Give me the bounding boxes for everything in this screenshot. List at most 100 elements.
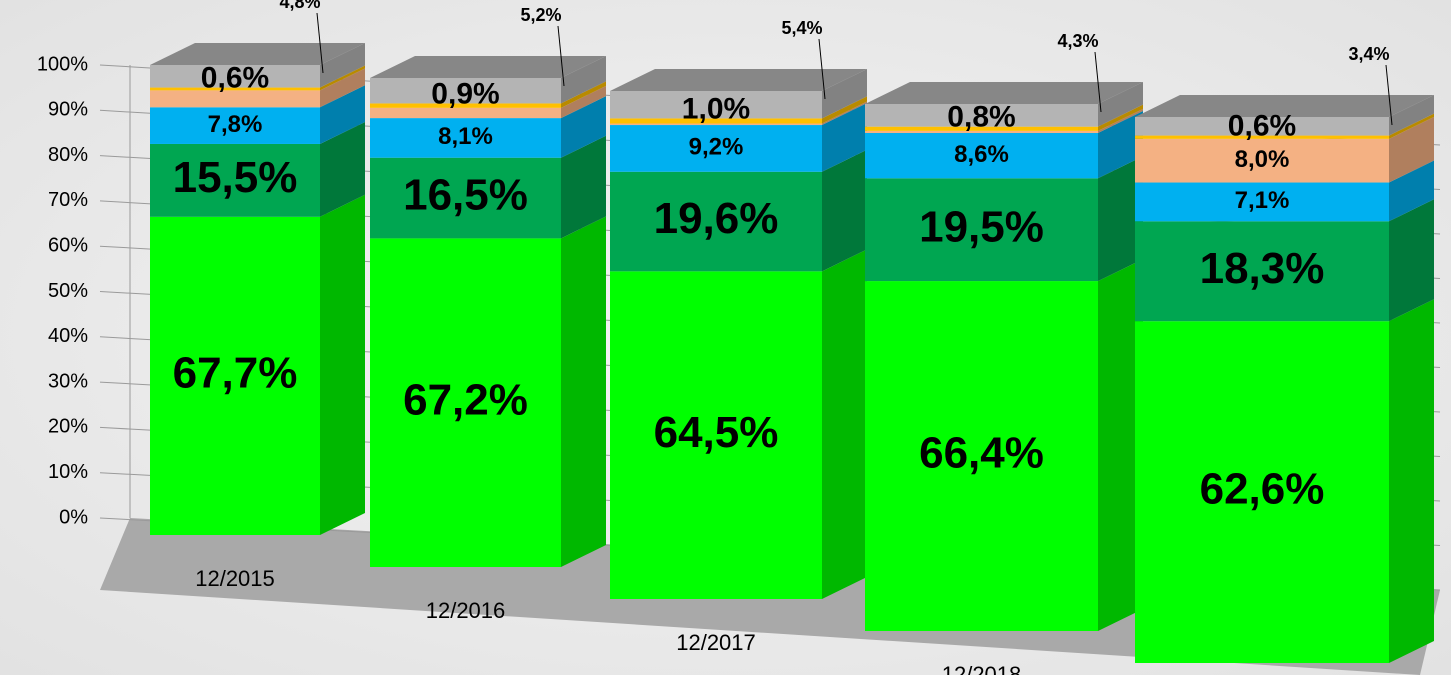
leader-line [818,38,826,100]
bar-segment [370,78,561,104]
data-label: 3,4% [1348,44,1389,64]
y-tick-label: 20% [48,416,88,438]
bar-segment-side [1389,160,1434,222]
bar-segment-side [1389,116,1434,183]
data-label: 15,5% [173,153,298,202]
x-tick-label: 12/2015 [195,566,275,591]
bar-top [370,56,606,78]
bar-segment [865,104,1098,127]
data-label: 18,3% [1200,244,1325,293]
bar-segment [150,87,320,91]
data-label: 62,6% [1200,465,1325,514]
bar-segment [610,171,822,272]
data-label: 1,0% [682,92,750,125]
bar-segment-side [1098,104,1143,131]
bar-segment-side [561,135,606,239]
y-tick-label: 30% [48,370,88,392]
bar-segment [150,65,320,88]
data-label: 7,1% [1235,187,1290,214]
bar-segment [370,238,561,567]
bar-segment [370,157,561,239]
bar-segment [1135,182,1389,222]
bar-top [610,69,867,91]
bar-segment-side [561,85,606,119]
bar-segment [370,107,561,119]
data-label: 7,8% [208,111,263,138]
data-label: 66,4% [919,429,1044,478]
bar-segment-side [1389,199,1434,322]
bar-segment-side [822,69,867,119]
bar-segment [150,216,320,535]
bar-segment [865,130,1098,133]
data-label: 67,7% [173,349,298,398]
bar-segment [1135,321,1389,663]
bar-segment [865,281,1098,631]
bar-segment [370,103,561,108]
bar-segment [610,125,822,172]
data-label: 4,3% [1057,31,1098,51]
bar-segment [610,118,822,124]
bar-segment-side [1389,299,1434,663]
data-label: 16,5% [403,171,528,220]
bar-segment-side [1098,156,1143,282]
y-tick-label: 70% [48,189,88,211]
bar-segment-side [320,43,365,88]
bar-segment [150,90,320,108]
bar-segment-side [561,96,606,158]
bar-segment-side [320,121,365,217]
bar-segment [865,178,1098,282]
bar-top [865,82,1143,104]
bar-segment-side [822,101,867,126]
y-tick-label: 0% [59,506,88,528]
bar-segment-side [822,249,867,599]
y-tick-label: 90% [48,99,88,121]
data-label: 0,6% [201,61,269,94]
y-tick-label: 40% [48,325,88,347]
leader-line [316,12,324,74]
bar-segment-side [561,216,606,567]
bar-segment-side [1098,259,1143,631]
bar-segment [610,271,822,599]
leader-line [1385,64,1393,126]
data-label: 5,2% [520,5,561,25]
bar-segment-side [822,149,867,272]
bar-segment-side [320,68,365,108]
bar-segment-side [1389,95,1434,136]
y-tick-label: 80% [48,144,88,166]
bar-segment [150,143,320,217]
data-label: 8,1% [438,123,493,150]
leader-line [1094,51,1102,113]
data-label: 19,6% [654,194,779,243]
data-label: 64,5% [654,408,779,457]
bar-segment-side [822,103,867,172]
leader-line [557,25,565,87]
bar-segment [1135,221,1389,322]
bar-segment [1135,138,1389,183]
data-label: 8,6% [954,141,1009,168]
bar-segment [865,132,1098,179]
bar-segment [370,118,561,158]
y-tick-label: 50% [48,280,88,302]
data-label: 9,2% [689,134,744,161]
bar-segment-side [822,96,867,124]
data-label: 0,9% [431,77,499,110]
bar-segment-side [1098,110,1143,179]
bar-segment-side [320,65,365,91]
y-tick-label: 10% [48,461,88,483]
bar-segment [1135,135,1389,139]
x-tick-label: 12/2017 [676,630,756,655]
data-label: 0,6% [1228,109,1296,142]
bar-top [150,43,365,65]
bar-segment [865,126,1098,131]
data-label: 67,2% [403,375,528,424]
bar-segment-side [320,85,365,144]
bar-segment-side [1098,82,1143,127]
x-tick-label: 12/2018 [942,662,1022,675]
bar-segment [610,123,822,126]
x-tick-label: 12/2016 [426,598,506,623]
bar-segment-side [561,56,606,104]
bar-segment-side [561,81,606,108]
data-label: 5,4% [781,18,822,38]
data-label: 8,0% [1235,146,1290,173]
